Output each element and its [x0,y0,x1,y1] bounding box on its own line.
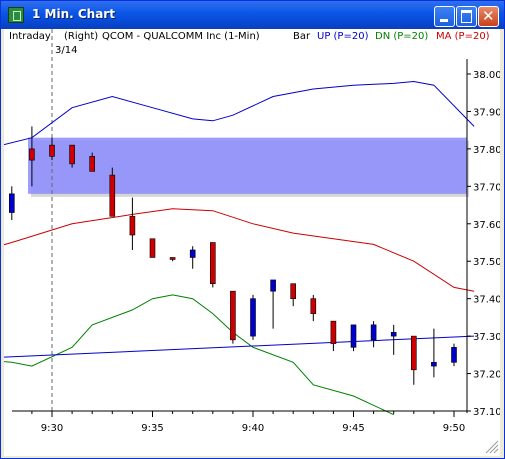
highlight-band[interactable] [28,137,467,194]
window-title: 1 Min. Chart [32,7,115,21]
candle-body[interactable] [109,174,116,217]
resize-grip-icon[interactable] [493,448,499,454]
candle-body[interactable] [210,242,216,284]
dn-band-line [4,294,394,416]
candle-body[interactable] [189,249,196,258]
chart-area[interactable]: 3/14 38.00 37.90 37.80 37.70 37.60 37.50 37.40 3… [4,29,500,456]
candle-body[interactable] [390,332,397,337]
candle-body[interactable] [431,362,437,367]
maximize-icon [461,10,472,23]
candle-body[interactable] [149,238,156,258]
x-tick-label: 9:50 [443,423,465,434]
up-band-legend: UP (P=20) [317,31,369,42]
trend-line [4,335,475,358]
candle-body[interactable] [49,144,55,157]
candle-body[interactable] [451,347,457,363]
candle-body[interactable] [69,144,75,165]
axis-side-label: (Right) [64,31,99,42]
maximize-button[interactable] [456,6,477,27]
ma-line [4,208,475,292]
title-bar[interactable]: 1 Min. Chart ✕ [1,1,504,29]
price-chart-svg[interactable]: 3/14 38.00 37.90 37.80 37.70 37.60 37.50 37.40 3… [4,29,500,456]
x-tick-label: 9:40 [242,423,264,434]
x-tick-label: 9:30 [41,423,63,434]
y-tick-label: 37.10 [473,407,500,418]
resize-grip-icon[interactable] [485,440,499,454]
candle-body[interactable] [129,215,136,236]
x-tick-label: 9:35 [141,423,163,434]
ma-legend: MA (P=20) [436,31,490,42]
dn-band-legend: DN (P=20) [375,31,429,42]
candle-body[interactable] [310,298,317,314]
close-button[interactable]: ✕ [478,6,499,27]
minimize-button[interactable] [434,6,455,27]
y-tick-label: 37.70 [473,182,500,193]
y-tick-label: 37.20 [473,370,500,381]
y-tick-label: 37.60 [473,220,500,231]
x-tick-label: 9:45 [342,423,364,434]
up-band-line [4,80,475,146]
date-marker-label: 3/14 [55,45,77,56]
resize-grip-icon[interactable] [489,444,499,454]
candle-body[interactable] [410,335,417,371]
price-plot[interactable]: 3/14 38.00 37.90 37.80 37.70 37.60 37.50 37.40 3… [4,29,500,456]
candle-body[interactable] [169,257,176,260]
close-icon: ✕ [482,7,495,25]
candle-body[interactable] [89,156,95,172]
minimize-icon [440,19,448,22]
y-tick-label: 38.00 [473,70,500,81]
candle-body[interactable] [270,279,276,292]
y-tick-label: 37.90 [473,107,500,118]
candle-body[interactable] [350,324,357,348]
candle-body[interactable] [290,283,297,299]
chart-style-label: Bar [293,31,311,42]
y-tick-label: 37.40 [473,295,500,306]
candle-body[interactable] [8,193,15,213]
y-tick-label: 37.50 [473,257,500,268]
interval-label: Intraday [9,31,51,42]
candle-body[interactable] [370,324,377,341]
candle-body[interactable] [330,320,337,344]
y-tick-label: 37.80 [473,145,500,156]
chart-app-icon[interactable] [8,7,24,23]
candle-body[interactable] [29,148,35,161]
candle-body[interactable] [250,298,256,337]
candle-body[interactable] [230,290,236,341]
symbol-label: QCOM - QUALCOMM Inc (1-Min) [102,31,260,42]
chart-info-bar: Intraday (Right) QCOM - QUALCOMM Inc (1-… [4,29,500,46]
y-tick-label: 37.30 [473,332,500,343]
